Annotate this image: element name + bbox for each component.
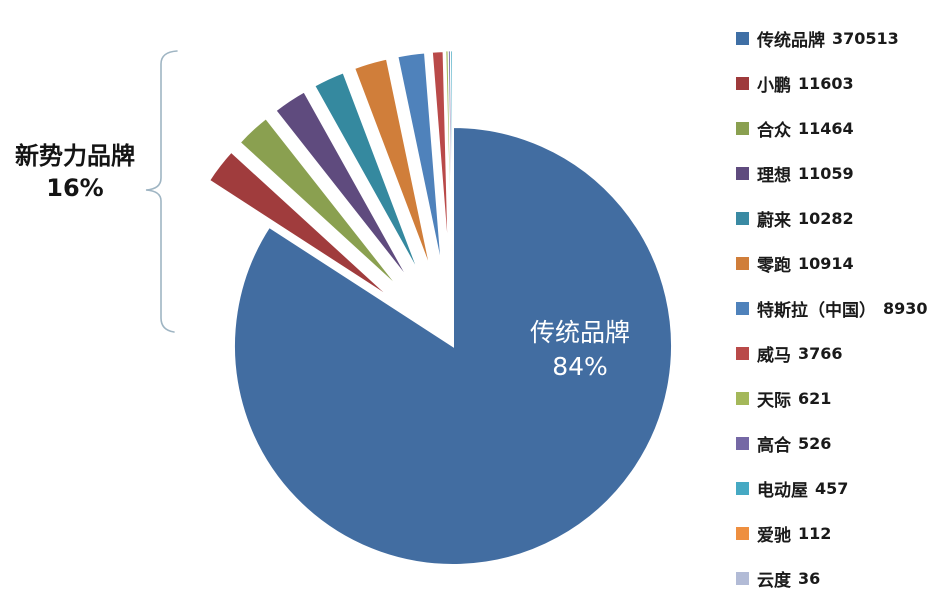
legend-swatch-icon — [736, 121, 749, 135]
legend-label: 高合 — [757, 435, 791, 456]
legend-value: 10914 — [798, 253, 854, 273]
pie-slice-lingpao — [352, 57, 433, 274]
legend-swatch-icon — [736, 256, 749, 270]
legend-value: 621 — [798, 388, 832, 408]
legend-label: 小鹏 — [757, 75, 791, 96]
legend-label: 蔚来 — [757, 210, 791, 231]
brace-bracket — [145, 50, 178, 333]
legend-label: 传统品牌 — [757, 30, 825, 51]
legend-swatch-icon — [736, 526, 749, 540]
legend-label: 理想 — [757, 165, 791, 186]
legend-item: 合众 11464 — [736, 118, 928, 141]
legend-value: 10282 — [798, 208, 854, 228]
legend-item: 零跑 10914 — [736, 253, 928, 276]
legend-swatch-icon — [736, 571, 749, 585]
legend-item: 小鹏 11603 — [736, 73, 928, 96]
legend: 传统品牌 370513 小鹏 11603 合众 11464 理想 11059 蔚来 10282 零跑… — [736, 28, 928, 601]
legend-item: 特斯拉（中国） 8930 — [736, 298, 928, 321]
legend-item: 天际 621 — [736, 388, 928, 411]
group-annotation-new-force: 新势力品牌 16% — [0, 140, 150, 204]
pie-slice-gaohe — [448, 50, 453, 271]
pie-slice-label-traditional: 传统品牌 84% — [505, 316, 655, 384]
group-annotation-line2: 16% — [46, 174, 104, 202]
legend-swatch-icon — [736, 481, 749, 495]
legend-item: 传统品牌 370513 — [736, 28, 928, 51]
legend-label: 电动屋 — [757, 480, 808, 501]
legend-label: 威马 — [757, 345, 791, 366]
legend-item: 电动屋 457 — [736, 478, 928, 501]
legend-swatch-icon — [736, 76, 749, 90]
legend-swatch-icon — [736, 211, 749, 225]
pie-slice-label-line2: 84% — [552, 352, 608, 381]
pie-slice-xiaopeng — [207, 150, 394, 301]
legend-value: 11059 — [798, 163, 854, 183]
legend-swatch-icon — [736, 346, 749, 360]
legend-value: 11603 — [798, 73, 854, 93]
legend-swatch-icon — [736, 436, 749, 450]
legend-value: 11464 — [798, 118, 854, 138]
legend-label: 爱驰 — [757, 525, 791, 546]
legend-swatch-icon — [736, 166, 749, 180]
legend-item: 云度 36 — [736, 568, 928, 591]
pie-slice-tianji — [445, 50, 452, 271]
legend-swatch-icon — [736, 31, 749, 45]
legend-label: 合众 — [757, 120, 791, 141]
pie-slice-label-line1: 传统品牌 — [529, 318, 630, 347]
legend-value: 36 — [798, 568, 821, 588]
legend-value: 457 — [815, 478, 849, 498]
legend-swatch-icon — [736, 301, 749, 315]
legend-label: 云度 — [757, 570, 791, 591]
legend-label: 天际 — [757, 390, 791, 411]
legend-value: 370513 — [832, 28, 899, 48]
legend-item: 蔚来 10282 — [736, 208, 928, 231]
legend-value: 8930 — [883, 298, 928, 318]
pie-slice-hezhong — [238, 116, 403, 292]
legend-item: 高合 526 — [736, 433, 928, 456]
legend-item: 威马 3766 — [736, 343, 928, 366]
group-annotation-line1: 新势力品牌 — [15, 142, 135, 170]
pie-slice-tesla-china — [396, 51, 444, 271]
legend-item: 爱驰 112 — [736, 523, 928, 546]
pie-slice-weilai — [312, 70, 422, 278]
pie-slice-lixiang — [274, 90, 412, 284]
legend-label: 零跑 — [757, 255, 791, 276]
legend-item: 理想 11059 — [736, 163, 928, 186]
legend-value: 526 — [798, 433, 832, 453]
pie-slice-chuantong-pinpai — [233, 125, 673, 566]
legend-value: 3766 — [798, 343, 843, 363]
legend-value: 112 — [798, 523, 832, 543]
pie-slice-weima — [430, 50, 451, 271]
legend-label: 特斯拉（中国） — [757, 300, 876, 321]
legend-swatch-icon — [736, 391, 749, 405]
